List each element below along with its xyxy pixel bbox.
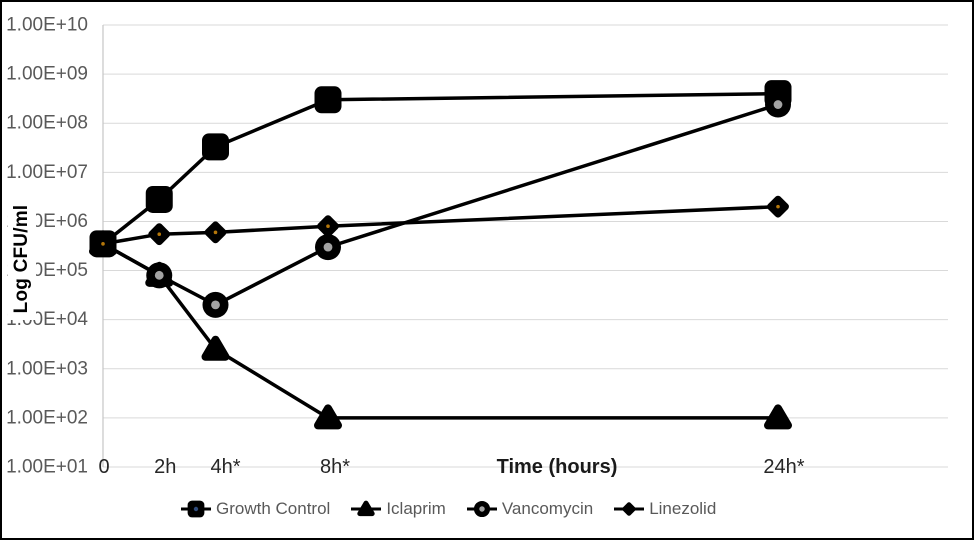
marker-iclaprim-24h [764,404,792,430]
legend-item-growth-control: Growth Control [181,498,330,520]
x-tick-label: 8h* [320,456,350,478]
x-tick-labels: 0 2h 4h* 8h* 24h* [98,456,804,478]
x-axis-title: Time (hours) [497,456,618,478]
marker-vancomycin-2h [146,262,173,289]
square-marker-icon [181,500,211,518]
marker-vancomycin-4h [202,291,229,318]
legend-label: Linezolid [649,499,717,518]
x-tick-label: 4h* [210,456,240,478]
marker-growth-control-4h [202,133,229,161]
gridlines [103,24,948,468]
x-tick-label: 0 [98,456,109,478]
y-tick-label: 1.00E+07 [6,162,88,183]
marker-linezolid-24h [767,195,789,218]
legend-item-vancomycin: Vancomycin [466,498,594,520]
x-tick-label: 24h* [763,456,804,478]
triangle-marker-icon [351,500,382,517]
legend-label: Growth Control [216,499,331,518]
y-axis-title: Log CFU/ml [8,198,36,320]
legend-label: Iclaprim [386,499,446,518]
marker-linezolid-0 [92,232,114,255]
y-tick-label: 1.00E+02 [6,407,88,428]
x-tick-label: 2h [154,456,176,478]
legend-item-iclaprim: Iclaprim [351,498,446,520]
marker-growth-control-8h [314,86,342,114]
marker-growth-control-2h [145,185,173,213]
circle-marker-icon [466,500,497,518]
y-tick-label: 1.00E+09 [6,64,88,85]
legend-circle-glyph [473,500,490,518]
y-tick-label: 1.00E+03 [6,358,88,379]
y-tick-label: 1.00E+10 [6,15,88,36]
marker-iclaprim-4h [201,335,230,361]
series-line-iclaprim [101,242,780,420]
legend-square-glyph [187,500,205,518]
marker-iclaprim-8h [314,404,342,430]
series-line-vancomycin [101,102,780,307]
y-tick-label: 1.00E+01 [6,457,88,478]
marker-linezolid-2h [148,223,171,246]
legend-item-linezolid: Linezolid [614,498,716,520]
y-tick-label: 1.00E+08 [6,113,88,134]
legend-label: Vancomycin [501,499,594,518]
legend: Growth Control Iclaprim Vancomycin Linezoli… [181,498,716,520]
series-markers [89,80,792,430]
marker-vancomycin-8h [315,234,341,261]
diamond-marker-icon [614,502,645,516]
marker-vancomycin-24h [765,91,791,118]
marker-linezolid-8h [317,215,339,238]
legend-triangle-glyph [357,500,376,517]
legend-diamond-glyph [622,502,636,516]
marker-linezolid-4h [204,221,227,244]
